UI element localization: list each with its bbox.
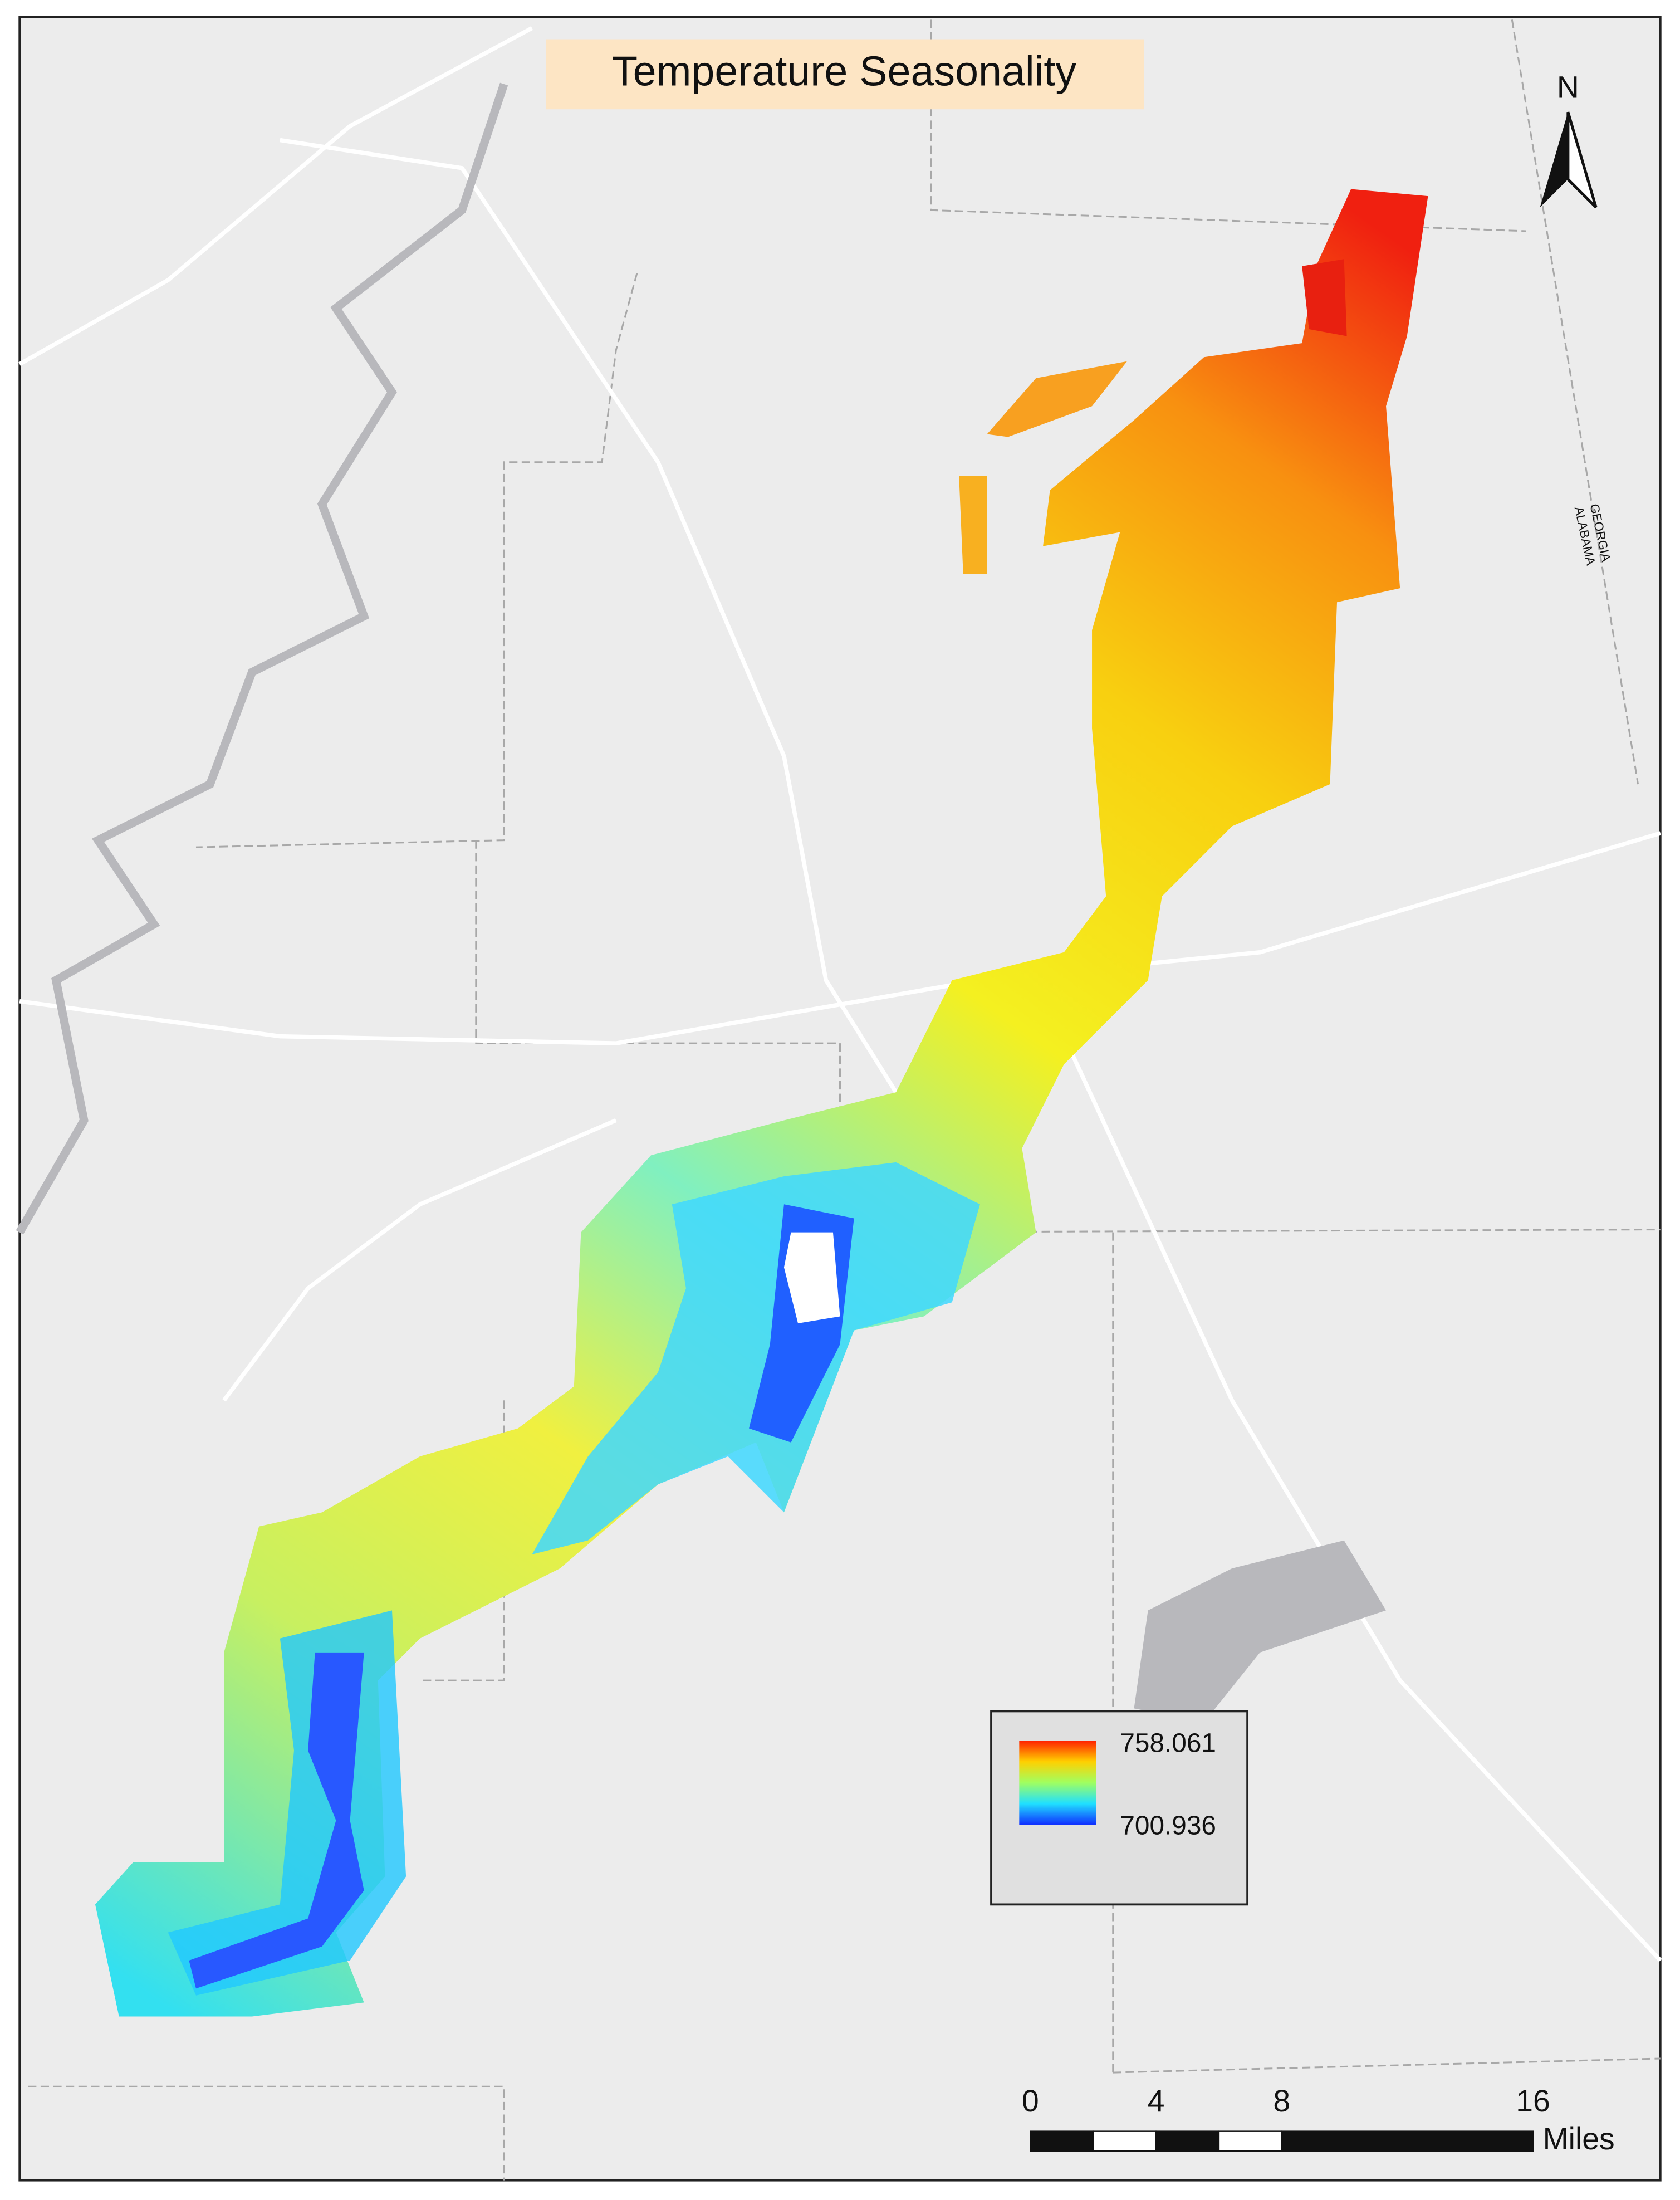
road bbox=[280, 138, 1662, 1962]
roads bbox=[18, 26, 1662, 1962]
north-arrow bbox=[1566, 111, 1598, 208]
raster-region bbox=[95, 189, 1428, 2017]
lake bbox=[1134, 1540, 1387, 1723]
river bbox=[16, 82, 508, 1235]
scale-segment bbox=[1281, 2130, 1534, 2152]
border-lines bbox=[28, 19, 1661, 2181]
legend-ramp bbox=[1019, 1741, 1096, 1825]
road bbox=[19, 831, 1661, 1045]
scale-tick-label: 0 bbox=[1022, 2084, 1039, 2118]
scale-tick-label: 8 bbox=[1273, 2084, 1290, 2118]
county-borders bbox=[28, 19, 1661, 2181]
scale-segment bbox=[1218, 2130, 1282, 2152]
raster-patch bbox=[1302, 259, 1347, 336]
scale-unit: Miles bbox=[1543, 2121, 1615, 2156]
raster bbox=[95, 189, 1428, 2017]
raster-patch bbox=[532, 1162, 980, 1554]
scale-bar: 0 4 8 16 bbox=[1022, 2084, 1550, 2152]
scale-segment bbox=[1030, 2130, 1094, 2152]
scale-segment bbox=[1155, 2130, 1220, 2152]
scale-tick-label: 16 bbox=[1516, 2084, 1550, 2118]
road bbox=[222, 1118, 617, 1402]
legend-low: 700.936 bbox=[1120, 1811, 1216, 1841]
scale-segment bbox=[1092, 2130, 1157, 2152]
north-arrow bbox=[1540, 112, 1568, 208]
legend-high: 758.061 bbox=[1120, 1728, 1216, 1758]
raster-core bbox=[189, 1652, 364, 1989]
north-label: N bbox=[1557, 70, 1579, 105]
scale-tick-label: 4 bbox=[1148, 2084, 1165, 2118]
raster-hole bbox=[783, 1232, 840, 1324]
map-title: Temperature Seasonality bbox=[612, 47, 1076, 94]
road bbox=[18, 26, 533, 366]
raster-patch bbox=[987, 361, 1127, 437]
title-box bbox=[546, 39, 1144, 110]
raster-patch bbox=[959, 476, 987, 574]
